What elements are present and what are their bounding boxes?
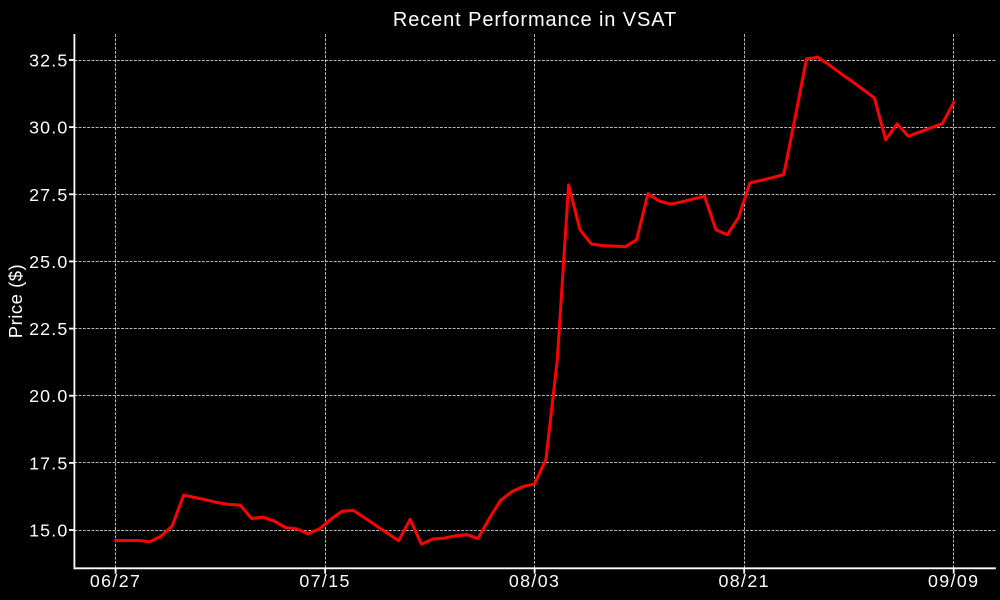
svg-text:06/27: 06/27 [90,571,142,591]
svg-text:Price ($): Price ($) [5,264,26,338]
svg-text:08/21: 08/21 [718,571,770,591]
svg-text:07/15: 07/15 [299,571,351,591]
svg-text:08/03: 08/03 [509,571,561,591]
svg-text:27.5: 27.5 [29,185,68,205]
svg-text:25.0: 25.0 [29,252,68,272]
svg-text:20.0: 20.0 [29,386,68,406]
svg-text:15.0: 15.0 [29,521,68,541]
svg-text:17.5: 17.5 [29,453,68,473]
svg-text:Recent Performance in VSAT: Recent Performance in VSAT [393,9,677,31]
svg-text:09/09: 09/09 [928,571,980,591]
svg-text:22.5: 22.5 [29,319,68,339]
svg-text:32.5: 32.5 [29,51,68,71]
svg-text:30.0: 30.0 [29,118,68,138]
